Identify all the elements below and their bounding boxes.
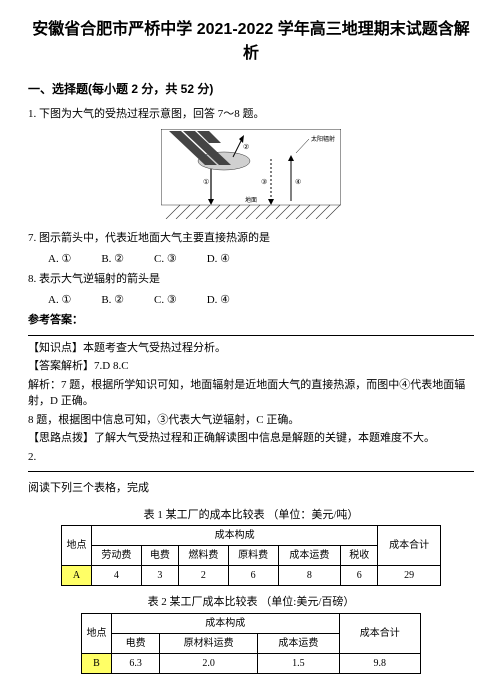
analysis-line: 【知识点】本题考查大气受热过程分析。 bbox=[28, 340, 474, 357]
table2: 地点 成本构成 成本合计 电费 原材料运费 成本运费 B 6.3 2.0 1.5… bbox=[81, 613, 421, 674]
table1: 地点 成本构成 成本合计 劳动费 电费 燃料费 原料费 成本运费 税收 A 4 … bbox=[61, 525, 441, 586]
table-cell: 6 bbox=[228, 566, 278, 586]
q8-opt-a: A. ① bbox=[48, 292, 71, 309]
analysis-line: 2. bbox=[28, 449, 474, 466]
table-cell: 8 bbox=[278, 566, 341, 586]
table-cell: B bbox=[82, 653, 112, 673]
table-cell: 燃料费 bbox=[178, 546, 228, 566]
svg-text:太阳辐射: 太阳辐射 bbox=[311, 135, 335, 143]
table-cell: 成本运费 bbox=[258, 633, 339, 653]
q8-opt-b: B. ② bbox=[101, 292, 124, 309]
table-cell: A bbox=[62, 566, 92, 586]
table-cell: 1.5 bbox=[258, 653, 339, 673]
table-cell: 原料费 bbox=[228, 546, 278, 566]
q7-opt-d: D. ④ bbox=[207, 251, 230, 268]
table2-wrapper: 表 2 某工厂成本比较表 （单位:美元/百磅） 地点 成本构成 成本合计 电费 … bbox=[28, 594, 474, 674]
table1-wrapper: 表 1 某工厂的成本比较表 （单位：美元/吨） 地点 成本构成 成本合计 劳动费… bbox=[28, 507, 474, 587]
table1-caption: 表 1 某工厂的成本比较表 （单位：美元/吨） bbox=[28, 507, 474, 524]
section-header: 一、选择题(每小题 2 分，共 52 分) bbox=[28, 80, 474, 98]
table-cell: 6 bbox=[341, 566, 378, 586]
analysis-line: 【思路点拨】了解大气受热过程和正确解读图中信息是解题的关键，本题难度不大。 bbox=[28, 430, 474, 447]
q7-opt-c: C. ③ bbox=[154, 251, 177, 268]
table2-caption: 表 2 某工厂成本比较表 （单位:美元/百磅） bbox=[28, 594, 474, 611]
table-cell: 成本合计 bbox=[378, 526, 441, 566]
analysis-line: 【答案解析】7.D 8.C bbox=[28, 358, 474, 375]
table-cell: 6.3 bbox=[112, 653, 160, 673]
read-intro: 阅读下列三个表格，完成 bbox=[28, 480, 474, 497]
table-cell: 地点 bbox=[82, 613, 112, 653]
table-cell: 税收 bbox=[341, 546, 378, 566]
q7-opt-b: B. ② bbox=[101, 251, 124, 268]
q8-options: A. ① B. ② C. ③ D. ④ bbox=[28, 292, 474, 309]
analysis-line: 解析：7 题，根据所学知识可知，地面辐射是近地面大气的直接热源，而图中④代表地面… bbox=[28, 377, 474, 410]
table-cell: 地点 bbox=[62, 526, 92, 566]
table-cell: 29 bbox=[378, 566, 441, 586]
svg-text:地面: 地面 bbox=[245, 196, 257, 204]
question-intro: 1. 下图为大气的受热过程示意图，回答 7～8 题。 bbox=[28, 106, 474, 123]
table-cell: 成本运费 bbox=[278, 546, 341, 566]
atmosphere-diagram: 地面 ① ② ③ ④ 太阳辐射 bbox=[161, 129, 341, 219]
q8-stem: 8. 表示大气逆辐射的箭头是 bbox=[28, 271, 474, 288]
q7-stem: 7. 图示箭头中，代表近地面大气主要直接热源的是 bbox=[28, 230, 474, 247]
page-title: 安徽省合肥市严桥中学 2021-2022 学年高三地理期末试题含解析 bbox=[28, 18, 474, 66]
q7-opt-a: A. ① bbox=[48, 251, 71, 268]
diagram-wrapper: 地面 ① ② ③ ④ 太阳辐射 bbox=[28, 129, 474, 225]
table-cell: 2 bbox=[178, 566, 228, 586]
svg-text:④: ④ bbox=[295, 178, 301, 186]
table-cell: 3 bbox=[141, 566, 178, 586]
svg-text:③: ③ bbox=[261, 178, 267, 186]
table-cell: 劳动费 bbox=[92, 546, 142, 566]
q7-options: A. ① B. ② C. ③ D. ④ bbox=[28, 251, 474, 268]
analysis-box: 【知识点】本题考查大气受热过程分析。 【答案解析】7.D 8.C 解析：7 题，… bbox=[28, 335, 474, 473]
table-cell: 4 bbox=[92, 566, 142, 586]
table-cell: 成本构成 bbox=[112, 613, 340, 633]
q8-opt-d: D. ④ bbox=[207, 292, 230, 309]
table-cell: 原材料运费 bbox=[160, 633, 258, 653]
table-cell: 成本构成 bbox=[92, 526, 378, 546]
svg-text:①: ① bbox=[203, 178, 209, 186]
table-cell: 成本合计 bbox=[339, 613, 420, 653]
table-cell: 9.8 bbox=[339, 653, 420, 673]
analysis-line: 8 题，根据图中信息可知，③代表大气逆辐射，C 正确。 bbox=[28, 412, 474, 429]
svg-text:②: ② bbox=[243, 143, 249, 151]
reference-answer-label: 参考答案： bbox=[28, 312, 474, 329]
table-cell: 电费 bbox=[112, 633, 160, 653]
table-cell: 电费 bbox=[141, 546, 178, 566]
q8-opt-c: C. ③ bbox=[154, 292, 177, 309]
table-cell: 2.0 bbox=[160, 653, 258, 673]
